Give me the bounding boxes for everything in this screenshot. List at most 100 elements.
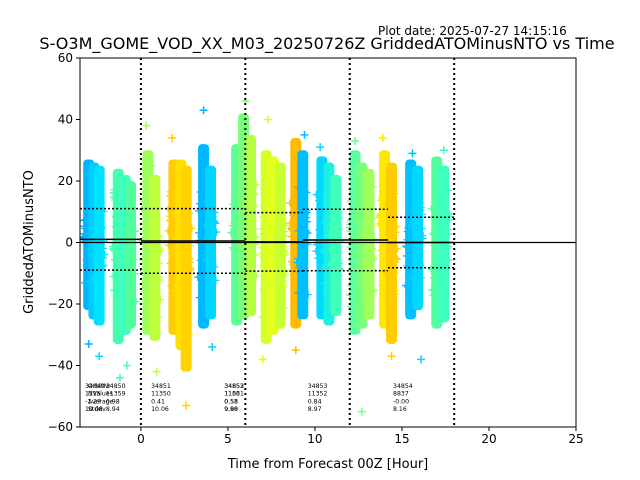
data-point-marker [207, 282, 215, 290]
orbit-stat-value: 34851 [151, 383, 171, 390]
data-point-marker [408, 274, 416, 282]
data-point-marker [279, 199, 287, 207]
data-point-marker [370, 183, 378, 191]
data-point-marker [132, 227, 140, 235]
data-point-marker [334, 256, 342, 264]
data-point-marker [401, 281, 409, 289]
data-point-marker [276, 216, 284, 224]
data-point-marker [246, 181, 254, 189]
data-point-marker [198, 243, 206, 251]
outlier-point [316, 143, 325, 152]
data-cluster [89, 165, 109, 326]
stat-label: Stdev [88, 406, 106, 413]
y-tick-label: 40 [58, 113, 73, 127]
outlier-point [350, 137, 359, 146]
x-tick-label: 20 [481, 432, 496, 446]
data-point-marker [183, 242, 191, 250]
data-point-marker [445, 256, 453, 264]
x-tick-label: 5 [224, 432, 232, 446]
plot-date: Plot date: 2025-07-27 14:15:16 [378, 24, 567, 38]
y-tick-label: 0 [65, 236, 73, 250]
data-point-marker [281, 232, 289, 240]
data-point-marker [286, 219, 294, 227]
data-point-marker [145, 306, 153, 314]
data-point-marker [402, 242, 410, 250]
data-point-marker [115, 223, 123, 231]
data-point-marker [387, 289, 395, 297]
data-point-marker [147, 259, 155, 267]
data-point-marker [264, 219, 272, 227]
data-point-marker [93, 247, 101, 255]
data-point-marker [266, 256, 274, 264]
data-point-marker [375, 214, 383, 222]
data-point-marker [99, 244, 107, 252]
outlier-point [142, 121, 151, 130]
data-point-marker [202, 198, 210, 206]
data-point-marker [403, 262, 411, 270]
data-point-marker [333, 248, 341, 256]
outlier-point [122, 361, 131, 370]
data-point-marker [386, 284, 394, 292]
data-point-marker [362, 226, 370, 234]
data-point-marker [166, 192, 174, 200]
data-point-marker [94, 295, 102, 303]
data-point-marker [195, 294, 203, 302]
data-point-marker [172, 287, 180, 295]
outlier-point [95, 352, 104, 361]
data-point-marker [109, 272, 117, 280]
orbit-stat-value: 10.06 [151, 406, 169, 413]
data-point-marker [434, 220, 442, 228]
data-point-marker [258, 249, 266, 257]
data-point-marker [288, 227, 296, 235]
data-point-marker [236, 224, 244, 232]
cluster-band [245, 134, 257, 317]
data-point-marker [198, 226, 206, 234]
data-point-marker [149, 242, 157, 250]
data-cluster [382, 162, 401, 344]
data-point-marker [207, 243, 215, 251]
data-point-marker [110, 286, 118, 294]
data-cluster [241, 134, 260, 317]
data-point-marker [118, 272, 126, 280]
data-point-marker [336, 225, 344, 233]
stat-label: Average [88, 398, 114, 405]
data-point-marker [370, 235, 378, 243]
data-point-marker [174, 255, 182, 263]
data-point-marker [417, 274, 425, 282]
data-point-marker [411, 251, 419, 259]
data-point-marker [281, 251, 289, 259]
data-point-marker [304, 218, 312, 226]
data-point-marker [172, 188, 180, 196]
data-point-marker [180, 315, 188, 323]
data-point-marker [330, 219, 338, 227]
data-point-marker [94, 246, 102, 254]
orbit-stat-value: 1163 [224, 391, 240, 398]
y-tick-label: −60 [48, 420, 73, 434]
orbit-stat-value: 8837 [393, 391, 409, 398]
data-point-marker [265, 284, 273, 292]
data-point-marker [149, 222, 157, 230]
data-point-marker [402, 252, 410, 260]
data-point-marker [382, 199, 390, 207]
data-point-marker [286, 199, 294, 207]
data-point-marker [405, 194, 413, 202]
data-point-marker [282, 271, 290, 279]
data-point-marker [171, 209, 179, 217]
data-point-marker [236, 175, 244, 183]
data-point-marker [182, 217, 190, 225]
data-cluster [408, 165, 427, 311]
data-point-marker [202, 249, 210, 257]
data-point-marker [333, 245, 341, 253]
outlier-point [408, 149, 417, 158]
data-point-marker [151, 288, 159, 296]
data-point-marker [173, 292, 181, 300]
y-tick-label: 20 [58, 174, 73, 188]
data-point-marker [100, 254, 108, 262]
data-point-marker [259, 253, 267, 261]
data-point-marker [245, 190, 253, 198]
data-point-marker [355, 245, 363, 253]
data-point-marker [289, 211, 297, 219]
